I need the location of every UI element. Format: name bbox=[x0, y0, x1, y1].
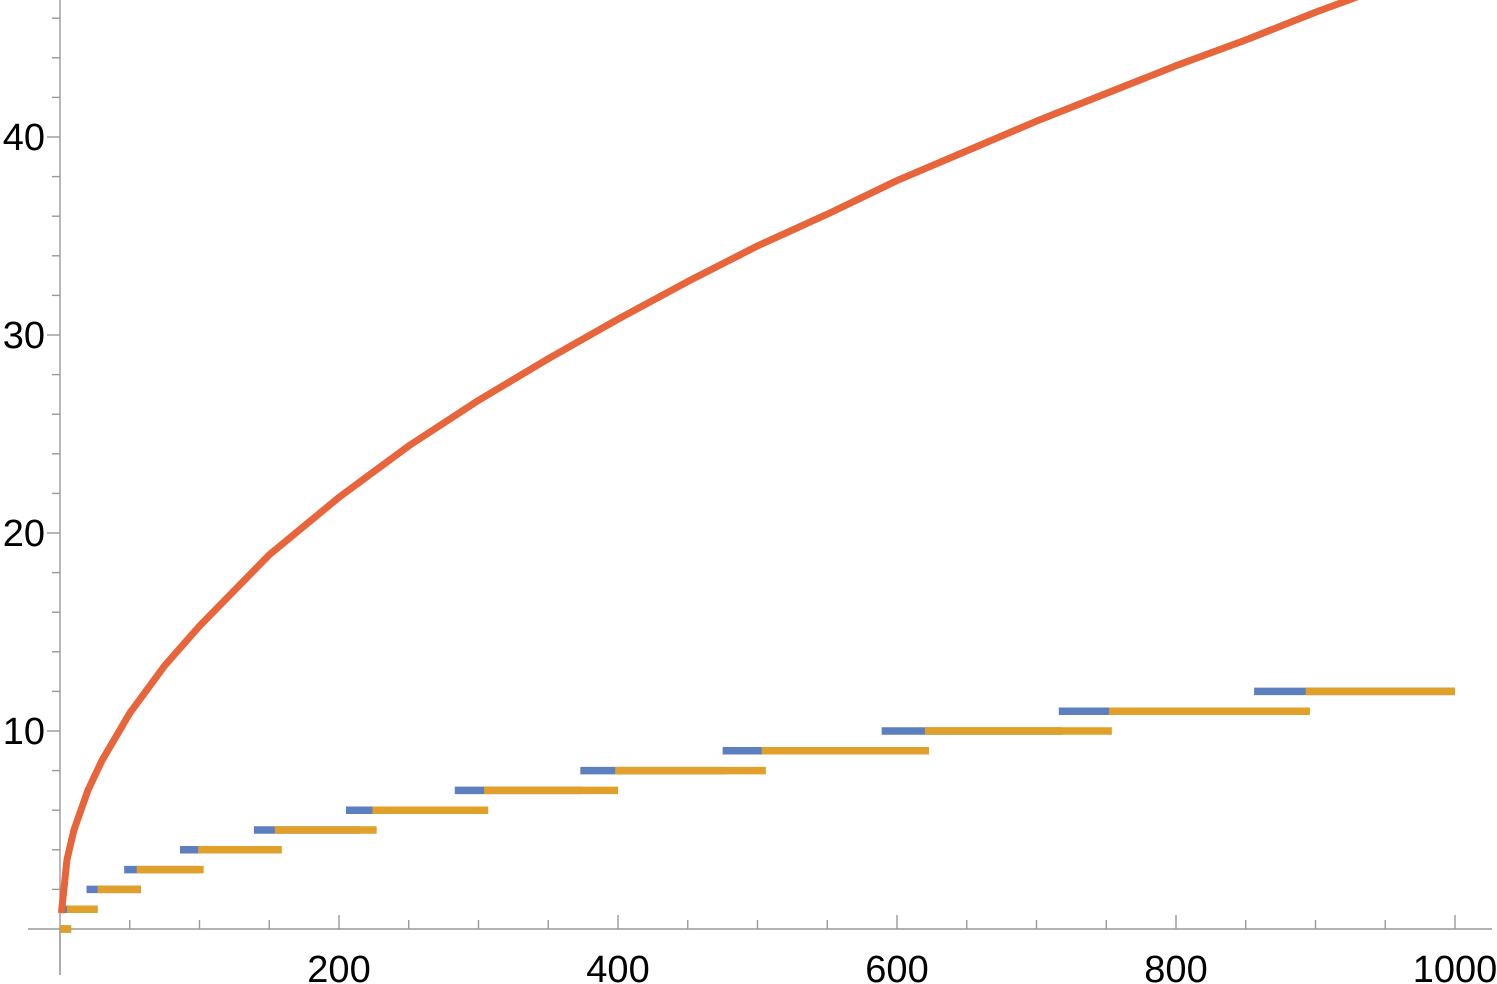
x-tick-label: 600 bbox=[865, 949, 928, 984]
curve-series-1 bbox=[57, 0, 1359, 914]
y-tick-label: 20 bbox=[3, 513, 45, 555]
tick-labels: 200 400 600 800 1000 10 20 30 40 bbox=[3, 117, 1497, 984]
axes bbox=[28, 0, 1492, 975]
step-series-layer bbox=[60, 687, 1455, 933]
step-series-2 bbox=[60, 687, 1455, 933]
curve-line bbox=[57, 0, 1359, 914]
y-tick-label: 30 bbox=[3, 315, 45, 357]
step-series-1 bbox=[60, 687, 1455, 933]
y-tick-label: 40 bbox=[3, 117, 45, 159]
x-tick-label: 800 bbox=[1144, 949, 1207, 984]
x-tick-label: 400 bbox=[586, 949, 649, 984]
x-tick-label: 1000 bbox=[1413, 949, 1497, 984]
y-tick-label: 10 bbox=[3, 711, 45, 753]
curve-series-layer bbox=[57, 0, 1359, 914]
x-tick-label: 200 bbox=[307, 949, 370, 984]
